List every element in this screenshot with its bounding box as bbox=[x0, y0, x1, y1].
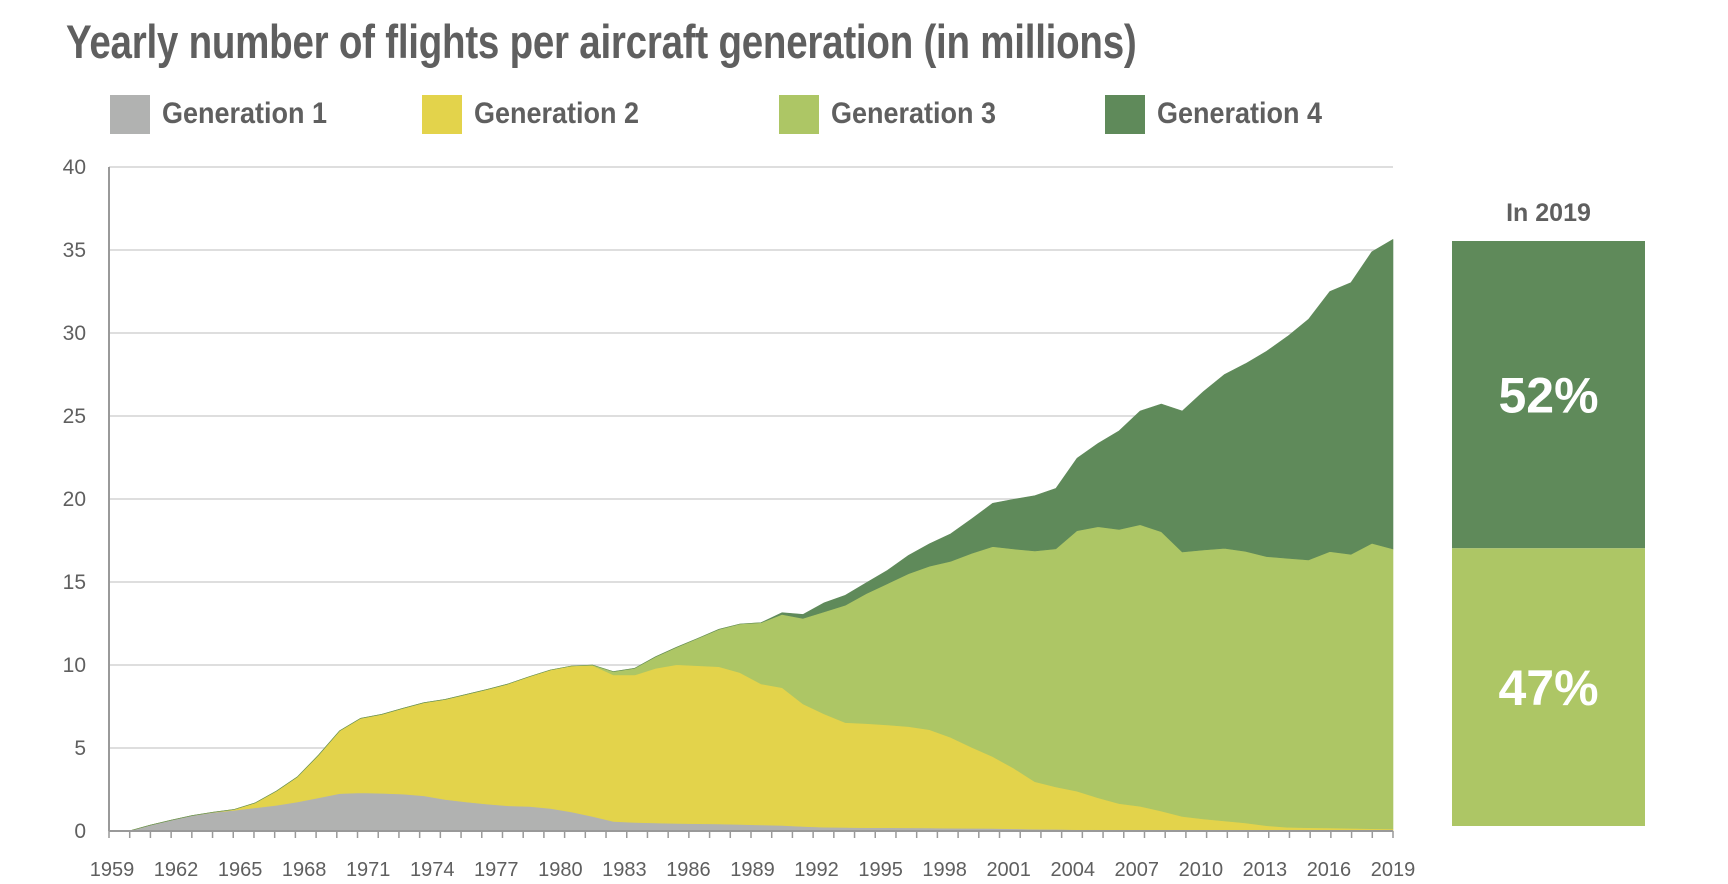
x-tick-label: 1974 bbox=[410, 859, 455, 881]
y-tick-label: 25 bbox=[63, 405, 86, 428]
chart-title: Yearly number of flights per aircraft ge… bbox=[66, 15, 1137, 68]
legend-swatch-generation-3 bbox=[779, 94, 819, 134]
side-bar-segment-generation-3 bbox=[1452, 548, 1645, 826]
legend-item-generation-1: Generation 1 bbox=[110, 94, 345, 134]
y-tick-label: 10 bbox=[63, 654, 86, 677]
series-areas bbox=[128, 239, 1394, 832]
legend-label-generation-2: Generation 2 bbox=[474, 97, 640, 130]
side-bar-label-generation-3: 47% bbox=[1498, 660, 1598, 716]
legend-label-generation-1: Generation 1 bbox=[162, 97, 328, 130]
legend-swatch-generation-1 bbox=[110, 94, 150, 134]
x-tick-label: 1977 bbox=[474, 859, 519, 881]
x-tick-label: 1989 bbox=[730, 859, 775, 881]
y-tick-label: 20 bbox=[63, 488, 86, 511]
legend-item-generation-2: Generation 2 bbox=[422, 94, 657, 134]
side-bar-2019: In 2019 52% 47% bbox=[1452, 199, 1645, 826]
x-tick-label: 2016 bbox=[1307, 859, 1352, 881]
x-tick-label: 1962 bbox=[154, 859, 199, 881]
x-axis-tick-labels: 1959 1962 1965 1968 1971 1974 1977 1980 1983 1986… bbox=[90, 859, 1416, 881]
y-tick-label: 0 bbox=[74, 820, 86, 843]
x-tick-label: 1968 bbox=[282, 859, 327, 881]
legend-label-generation-4: Generation 4 bbox=[1157, 97, 1323, 130]
area-generation-4 bbox=[128, 239, 1394, 832]
x-tick-label: 1992 bbox=[794, 859, 839, 881]
x-tick-label: 2019 bbox=[1371, 859, 1416, 881]
x-tick-label: 1986 bbox=[666, 859, 711, 881]
y-tick-label: 5 bbox=[74, 737, 86, 760]
legend-swatch-generation-4 bbox=[1105, 94, 1145, 134]
y-tick-label: 30 bbox=[63, 322, 86, 345]
x-tick-label: 1995 bbox=[858, 859, 903, 881]
legend-label-generation-3: Generation 3 bbox=[831, 97, 997, 130]
legend-item-generation-3: Generation 3 bbox=[779, 94, 1014, 134]
legend-swatch-generation-2 bbox=[422, 94, 462, 134]
x-tick-label: 2001 bbox=[986, 859, 1031, 881]
y-tick-label: 35 bbox=[63, 239, 86, 262]
x-tick-label: 1965 bbox=[218, 859, 263, 881]
side-bar-label-generation-4: 52% bbox=[1498, 368, 1598, 424]
side-bar-title: In 2019 bbox=[1506, 199, 1591, 227]
x-tick-label: 1959 bbox=[90, 859, 135, 881]
y-axis-tick-labels: 0 5 10 15 20 25 30 35 40 bbox=[63, 156, 86, 843]
axes bbox=[108, 167, 1394, 838]
legend-item-generation-4: Generation 4 bbox=[1105, 94, 1340, 134]
x-tick-label: 2007 bbox=[1115, 859, 1160, 881]
x-tick-label: 1983 bbox=[602, 859, 647, 881]
side-bar-segment-generation-4 bbox=[1452, 241, 1645, 549]
x-tick-label: 2013 bbox=[1243, 859, 1288, 881]
y-tick-label: 15 bbox=[63, 571, 86, 594]
x-tick-label: 2004 bbox=[1051, 859, 1096, 881]
x-tick-label: 1980 bbox=[538, 859, 583, 881]
y-tick-label: 40 bbox=[63, 156, 86, 179]
x-tick-label: 2010 bbox=[1179, 859, 1224, 881]
x-tick-label: 1998 bbox=[922, 859, 967, 881]
x-tick-label: 1971 bbox=[346, 859, 391, 881]
